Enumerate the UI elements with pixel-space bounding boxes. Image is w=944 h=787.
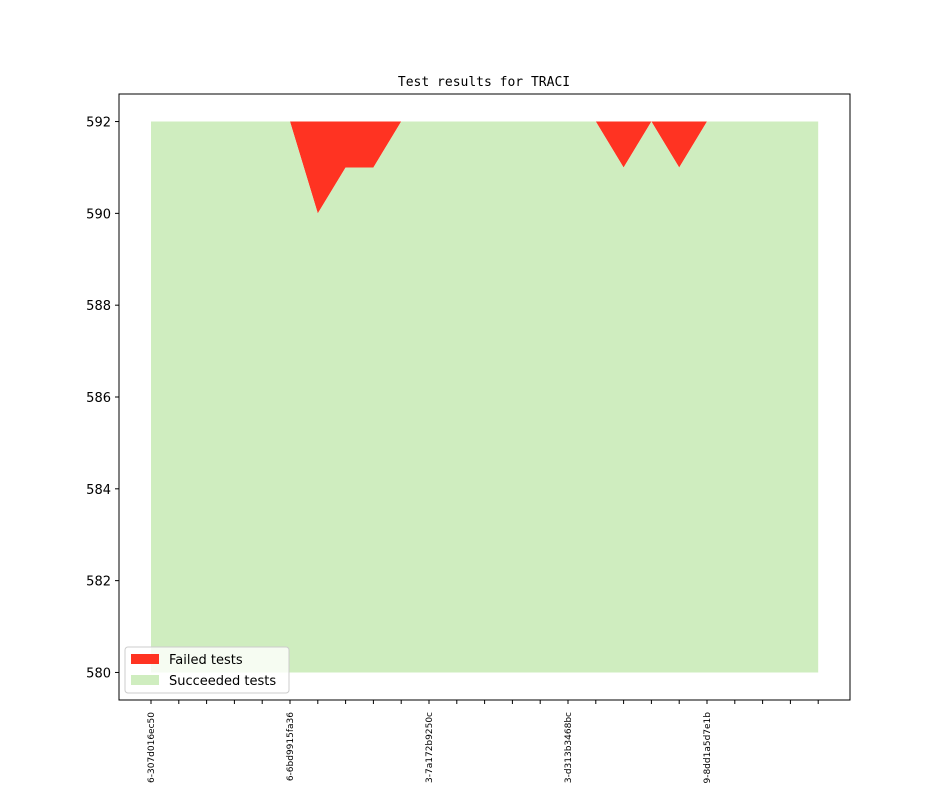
x-tick-label: 3-7a172b9250c bbox=[425, 712, 435, 783]
x-tick-label: 6-6bd9915fa36 bbox=[286, 712, 296, 781]
x-axis: 6-307d016ec50 6-6bd9915fa36 3-7a172b9250c 3… bbox=[147, 700, 819, 784]
legend-swatch-failed bbox=[131, 654, 159, 664]
legend-swatch-succeeded bbox=[131, 675, 159, 685]
legend: Failed tests Succeeded tests bbox=[124, 646, 290, 694]
y-tick-label: 582 bbox=[86, 575, 111, 590]
legend-box bbox=[124, 646, 290, 694]
y-tick-label: 580 bbox=[86, 666, 111, 681]
y-tick-label: 590 bbox=[86, 207, 111, 222]
x-tick-label: 9-8dd1a5d7e1b bbox=[703, 712, 713, 784]
chart-title: Test results for TRACI bbox=[398, 75, 570, 90]
succeeded-tests-area bbox=[151, 121, 819, 673]
plot-area bbox=[151, 121, 819, 673]
y-axis: 580 582 584 586 588 590 592 bbox=[86, 116, 119, 681]
y-tick-label: 588 bbox=[86, 299, 111, 314]
x-tick-label: 3-d313b3468bc bbox=[564, 712, 574, 783]
y-tick-label: 586 bbox=[86, 391, 111, 406]
x-tick-label: 6-307d016ec50 bbox=[147, 712, 157, 783]
failed-tests-area bbox=[151, 121, 819, 214]
legend-label-succeeded: Succeeded tests bbox=[169, 674, 276, 689]
y-tick-label: 592 bbox=[86, 116, 111, 131]
legend-label-failed: Failed tests bbox=[169, 653, 243, 668]
y-tick-label: 584 bbox=[86, 483, 111, 498]
